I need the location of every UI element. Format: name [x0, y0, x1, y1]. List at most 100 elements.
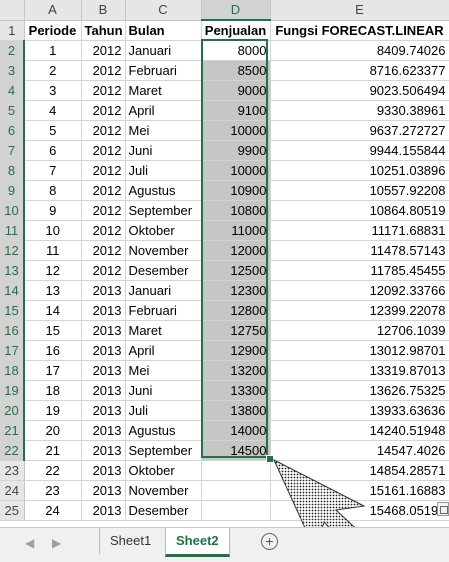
cell-a[interactable]: 18	[24, 380, 82, 401]
cell-c[interactable]: Mei	[125, 360, 202, 381]
header-cell-d[interactable]: Penjualan	[201, 20, 271, 41]
header-cell-e[interactable]: Fungsi FORECAST.LINEAR	[270, 20, 449, 41]
cell-d[interactable]: 13300	[201, 380, 271, 401]
cell-b[interactable]: 2012	[81, 200, 126, 221]
cell-d[interactable]: 12900	[201, 340, 271, 361]
cell-e[interactable]: 13626.75325	[270, 380, 449, 401]
fill-handle[interactable]	[266, 455, 274, 463]
cell-b[interactable]: 2012	[81, 180, 126, 201]
cell-c[interactable]: Agustus	[125, 180, 202, 201]
header-cell-b[interactable]: Tahun	[81, 20, 126, 41]
cell-b[interactable]: 2012	[81, 160, 126, 181]
cell-e[interactable]: 13319.87013	[270, 360, 449, 381]
cell-b[interactable]: 2013	[81, 400, 126, 421]
cell-b[interactable]: 2013	[81, 500, 126, 521]
cell-c[interactable]: Desember	[125, 260, 202, 281]
cell-c[interactable]: Oktober	[125, 220, 202, 241]
cell-d[interactable]: 12750	[201, 320, 271, 341]
cell-a[interactable]: 22	[24, 460, 82, 481]
cell-a[interactable]: 7	[24, 160, 82, 181]
cell-c[interactable]: Agustus	[125, 420, 202, 441]
row-header[interactable]: 12	[0, 240, 25, 261]
cell-e[interactable]: 9023.506494	[270, 80, 449, 101]
cell-e[interactable]: 13012.98701	[270, 340, 449, 361]
cell-a[interactable]: 5	[24, 120, 82, 141]
cell-e[interactable]: 12706.1039	[270, 320, 449, 341]
cell-c[interactable]: Februari	[125, 60, 202, 81]
cell-e[interactable]: 14240.51948	[270, 420, 449, 441]
cell-d[interactable]: 10800	[201, 200, 271, 221]
cell-b[interactable]: 2012	[81, 100, 126, 121]
row-header[interactable]: 3	[0, 60, 25, 81]
cell-e[interactable]: 9637.272727	[270, 120, 449, 141]
cell-a[interactable]: 8	[24, 180, 82, 201]
row-header[interactable]: 5	[0, 100, 25, 121]
cell-e[interactable]: 10557.92208	[270, 180, 449, 201]
cell-a[interactable]: 24	[24, 500, 82, 521]
row-header[interactable]: 18	[0, 360, 25, 381]
cell-e[interactable]: 10864.80519	[270, 200, 449, 221]
cell-c[interactable]: September	[125, 200, 202, 221]
cell-a[interactable]: 2	[24, 60, 82, 81]
cell-e[interactable]: 8716.623377	[270, 60, 449, 81]
cell-b[interactable]: 2012	[81, 120, 126, 141]
row-header[interactable]: 13	[0, 260, 25, 281]
row-header[interactable]: 9	[0, 180, 25, 201]
cell-b[interactable]: 2013	[81, 460, 126, 481]
cell-e[interactable]: 12092.33766	[270, 280, 449, 301]
column-header-d[interactable]: D	[201, 0, 271, 21]
row-header[interactable]: 23	[0, 460, 25, 481]
row-header[interactable]: 16	[0, 320, 25, 341]
cell-d[interactable]: 12500	[201, 260, 271, 281]
cell-e[interactable]: 10251.03896	[270, 160, 449, 181]
cell-b[interactable]: 2012	[81, 260, 126, 281]
cell-d[interactable]: 13200	[201, 360, 271, 381]
row-header[interactable]: 24	[0, 480, 25, 501]
cell-e[interactable]: 9944.155844	[270, 140, 449, 161]
cell-a[interactable]: 15	[24, 320, 82, 341]
cell-b[interactable]: 2013	[81, 380, 126, 401]
cell-e[interactable]: 14547.4026	[270, 440, 449, 461]
paste-options-icon[interactable]	[437, 502, 449, 516]
cell-b[interactable]: 2012	[81, 140, 126, 161]
cell-b[interactable]: 2013	[81, 300, 126, 321]
cell-b[interactable]: 2012	[81, 220, 126, 241]
row-header[interactable]: 6	[0, 120, 25, 141]
cell-b[interactable]: 2012	[81, 60, 126, 81]
header-cell-a[interactable]: Periode	[24, 20, 82, 41]
tab-sheet2[interactable]: Sheet2	[165, 528, 230, 557]
cell-e[interactable]: 12399.22078	[270, 300, 449, 321]
row-header[interactable]: 21	[0, 420, 25, 441]
header-cell-c[interactable]: Bulan	[125, 20, 202, 41]
cell-d[interactable]	[201, 500, 271, 521]
cell-c[interactable]: Januari	[125, 40, 202, 61]
cell-c[interactable]: April	[125, 100, 202, 121]
cell-a[interactable]: 19	[24, 400, 82, 421]
cell-c[interactable]: Januari	[125, 280, 202, 301]
cell-c[interactable]: Februari	[125, 300, 202, 321]
cell-e[interactable]: 11171.68831	[270, 220, 449, 241]
cell-d[interactable]: 8500	[201, 60, 271, 81]
cell-c[interactable]: Juli	[125, 160, 202, 181]
cell-a[interactable]: 23	[24, 480, 82, 501]
cell-d[interactable]	[201, 460, 271, 481]
row-header[interactable]: 8	[0, 160, 25, 181]
cell-b[interactable]: 2012	[81, 40, 126, 61]
cell-d[interactable]: 13800	[201, 400, 271, 421]
row-header[interactable]: 25	[0, 500, 25, 521]
cell-a[interactable]: 13	[24, 280, 82, 301]
cell-d[interactable]: 12000	[201, 240, 271, 261]
cell-a[interactable]: 20	[24, 420, 82, 441]
cell-b[interactable]: 2013	[81, 440, 126, 461]
row-header[interactable]: 17	[0, 340, 25, 361]
cell-d[interactable]: 10000	[201, 120, 271, 141]
column-header-c[interactable]: C	[125, 0, 202, 21]
row-header[interactable]: 20	[0, 400, 25, 421]
select-all-corner[interactable]	[0, 0, 25, 21]
cell-d[interactable]: 9100	[201, 100, 271, 121]
cell-c[interactable]: November	[125, 240, 202, 261]
row-header[interactable]: 2	[0, 40, 25, 61]
cell-c[interactable]: April	[125, 340, 202, 361]
cell-a[interactable]: 6	[24, 140, 82, 161]
scroll-tabs-left-icon[interactable]: ◀	[25, 536, 35, 550]
